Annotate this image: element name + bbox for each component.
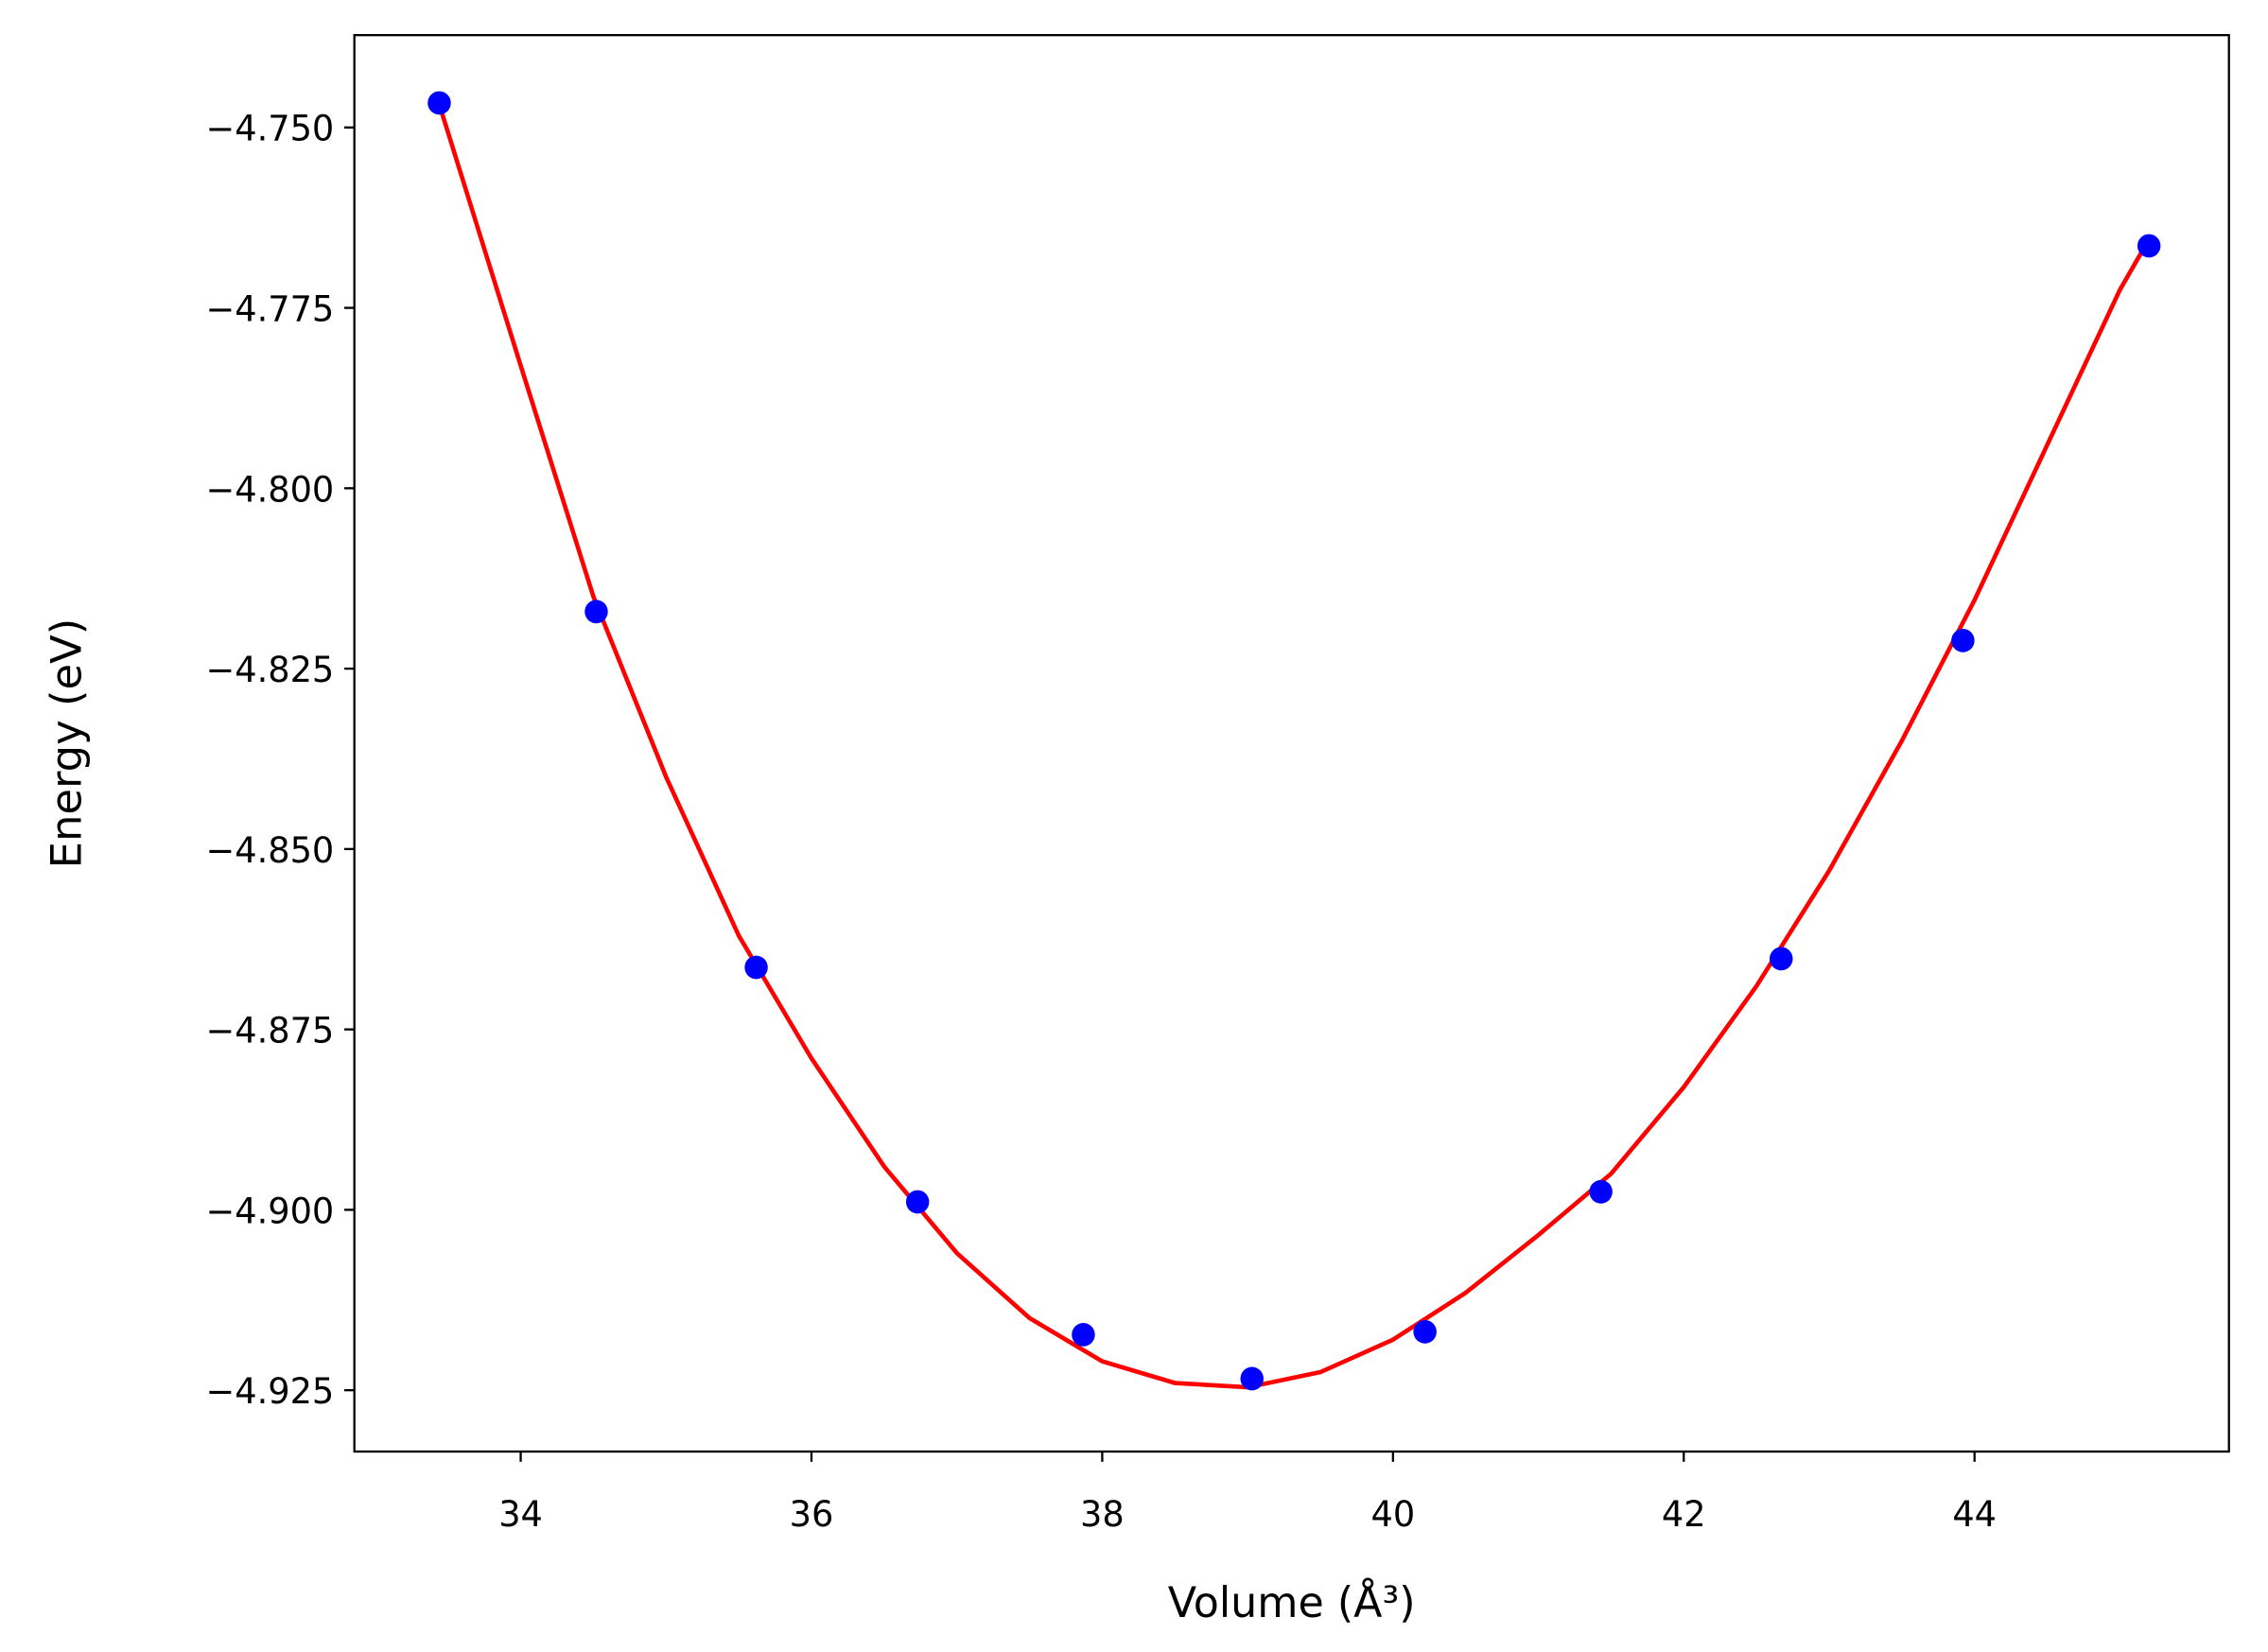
data-point	[1589, 1179, 1613, 1204]
data-point	[1413, 1319, 1437, 1344]
x-axis-label: Volume (Å³)	[1168, 1577, 1416, 1627]
y-tick-label: −4.825	[205, 650, 334, 690]
x-tick-label: 40	[1370, 1494, 1415, 1535]
plot-frame	[353, 33, 2230, 1453]
data-point	[2137, 234, 2161, 258]
data-point	[1072, 1323, 1095, 1347]
y-tick-label: −4.775	[205, 288, 334, 329]
y-tick-label: −4.850	[205, 830, 334, 871]
y-tick-label: −4.800	[205, 469, 334, 510]
x-tick-label: 44	[1952, 1494, 1997, 1535]
y-tick-label: −4.900	[205, 1191, 334, 1231]
y-tick-label: −4.750	[205, 109, 334, 149]
fit-line	[437, 103, 2152, 1390]
data-point	[1951, 628, 1975, 652]
data-point	[744, 955, 768, 980]
y-tick-label: −4.875	[205, 1010, 334, 1051]
x-tick-label: 42	[1662, 1494, 1706, 1535]
data-point	[1770, 947, 1793, 971]
x-tick-label: 34	[498, 1494, 543, 1535]
data-point	[905, 1190, 930, 1214]
y-axis-label: Energy (eV)	[43, 618, 92, 869]
x-tick-label: 38	[1080, 1494, 1125, 1535]
data-point	[427, 91, 451, 115]
data-point	[1240, 1366, 1264, 1391]
data-point	[584, 600, 608, 624]
x-tick-label: 36	[790, 1494, 834, 1535]
y-tick-label: −4.925	[205, 1371, 334, 1412]
